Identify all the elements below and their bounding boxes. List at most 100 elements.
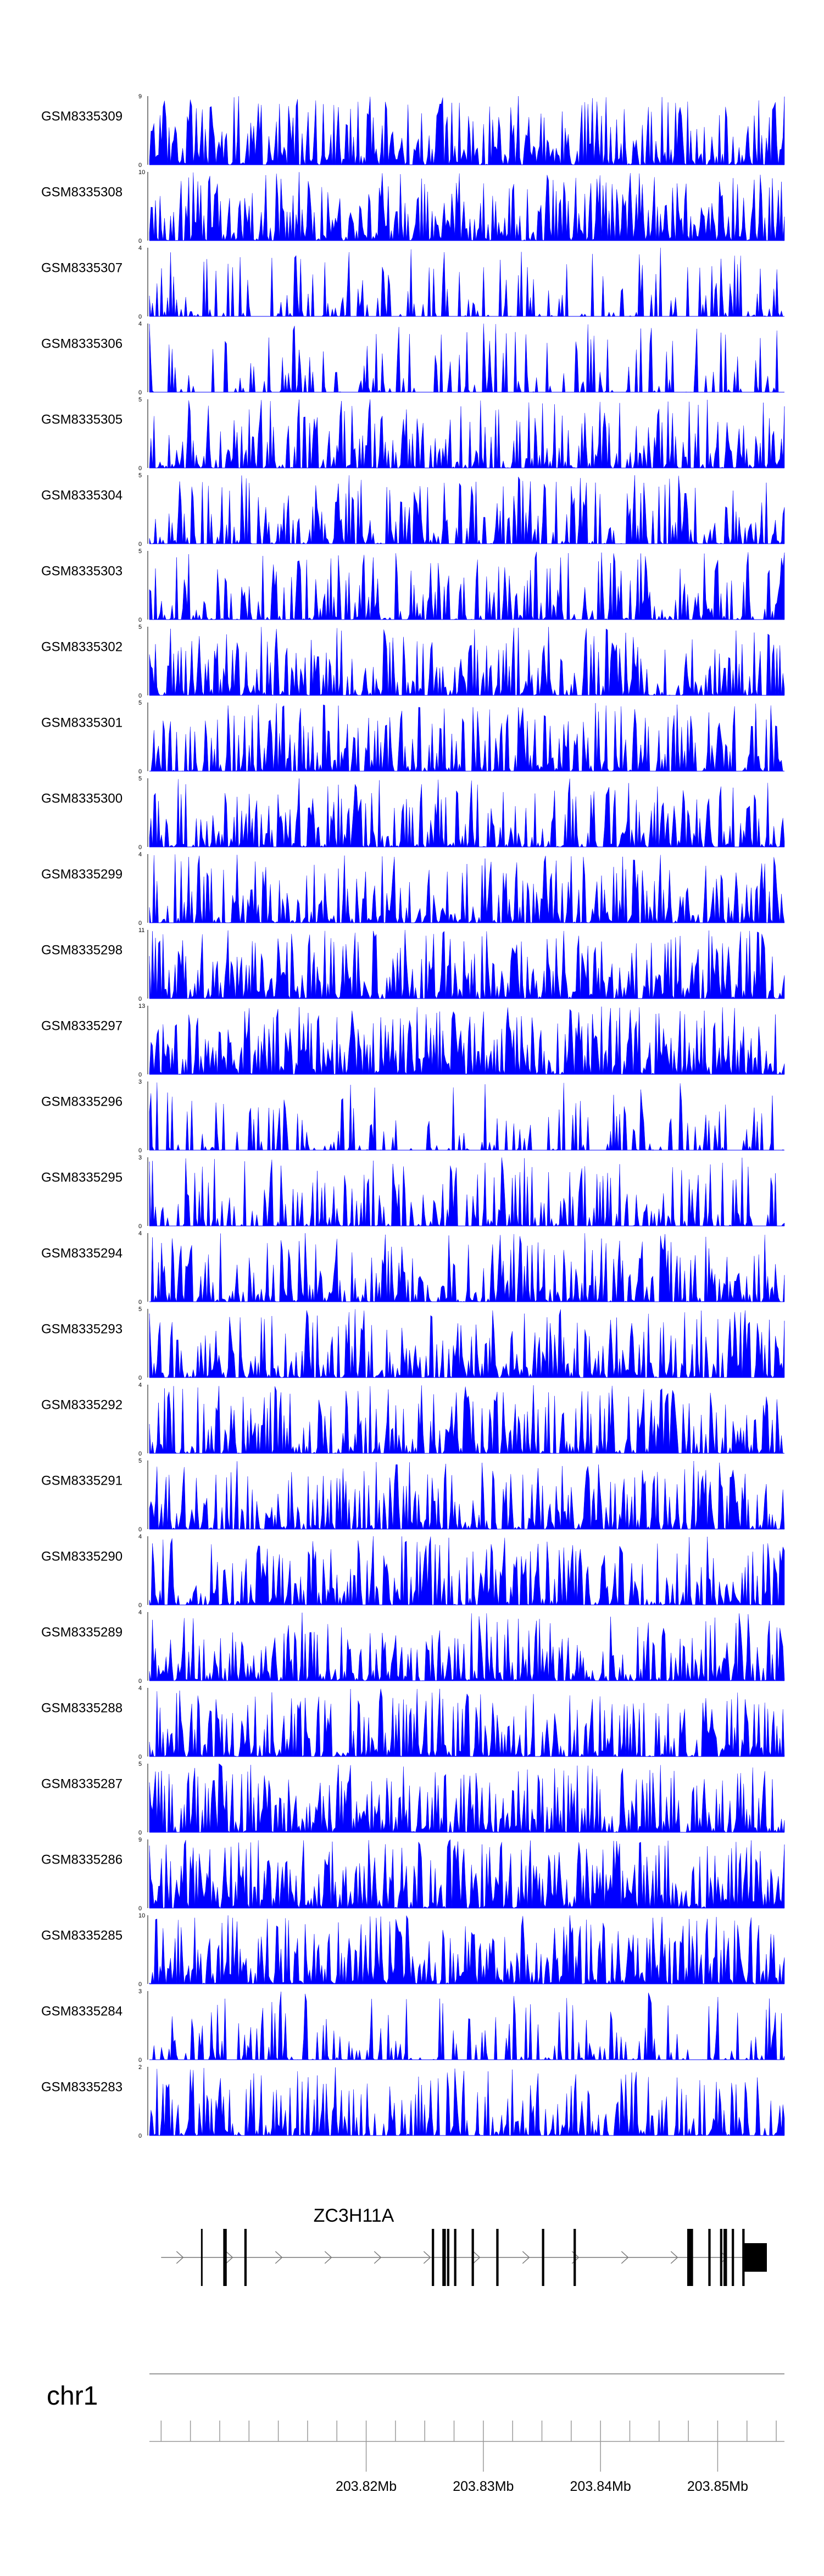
genome-axis: 203.82Mb 203.83Mb 203.84Mb 203.85Mb [149, 2421, 784, 2494]
track-label: GSM8335291 [41, 1474, 123, 1488]
gene-exon [224, 2229, 227, 2286]
track-ymax-label: 4 [138, 1382, 142, 1389]
track-label: GSM8335300 [41, 791, 123, 806]
track-ymax-label: 3 [138, 1988, 142, 1995]
track-GSM8335293: GSM8335293 5 0 [41, 1306, 785, 1381]
track-GSM8335307: GSM8335307 4 0 [41, 245, 784, 320]
track-GSM8335308: GSM8335308 10 0 [41, 169, 785, 244]
track-ymin-label: 0 [138, 617, 142, 623]
track-GSM8335295: GSM8335295 3 0 [41, 1155, 785, 1230]
track-ymax-label: 5 [138, 397, 142, 403]
track-ymin-label: 0 [138, 162, 142, 169]
gene-exon [223, 2229, 225, 2286]
gene-label: ZC3H11A [314, 2205, 394, 2226]
track-ymax-label: 5 [138, 1761, 142, 1767]
track-GSM8335299: GSM8335299 4 0 [41, 851, 785, 927]
coverage-area [149, 1082, 785, 1151]
track-label: GSM8335308 [41, 185, 123, 200]
coverage-area [149, 1385, 785, 1454]
coverage-area [149, 703, 784, 772]
track-label: GSM8335286 [41, 1853, 123, 1867]
track-GSM8335285: GSM8335285 10 0 [41, 1913, 785, 1988]
track-ymin-label: 0 [138, 1375, 142, 1381]
coverage-area [149, 399, 785, 469]
gene-exon [542, 2229, 544, 2286]
track-GSM8335291: GSM8335291 5 0 [41, 1458, 785, 1533]
axis-tick-label: 203.85Mb [687, 2479, 748, 2494]
strand-arrow [176, 2251, 184, 2264]
track-label: GSM8335306 [41, 337, 123, 352]
track-GSM8335292: GSM8335292 4 0 [41, 1382, 785, 1457]
strand-arrow [225, 2251, 233, 2264]
track-ymax-label: 3 [138, 1079, 142, 1085]
coverage-area [149, 1233, 785, 1302]
track-ymin-label: 0 [138, 768, 142, 775]
track-label: GSM8335307 [41, 261, 123, 276]
coverage-area [149, 1006, 785, 1075]
track-GSM8335283: GSM8335283 2 0 [41, 2064, 785, 2139]
axis-tick-label: 203.82Mb [336, 2479, 397, 2494]
gene-exon [742, 2229, 745, 2286]
track-label: GSM8335304 [41, 488, 123, 503]
coverage-area [149, 1915, 785, 1984]
track-ymax-label: 5 [138, 548, 142, 555]
track-label: GSM8335289 [41, 1625, 123, 1640]
track-ymax-label: 10 [138, 169, 145, 176]
track-label: GSM8335298 [41, 943, 123, 958]
track-GSM8335289: GSM8335289 4 0 [41, 1609, 785, 1685]
track-ymin-label: 0 [138, 1526, 142, 1533]
gene-exon [454, 2229, 456, 2286]
coverage-area [149, 172, 785, 241]
gene-track: ZC3H11A [161, 2205, 767, 2286]
axis-tick-label: 203.83Mb [453, 2479, 514, 2494]
coverage-area [149, 475, 785, 544]
coverage-area [149, 96, 785, 165]
strand-arrow [621, 2251, 629, 2264]
track-GSM8335305: GSM8335305 5 0 [41, 397, 785, 472]
track-GSM8335301: GSM8335301 5 0 [41, 700, 784, 775]
track-label: GSM8335283 [41, 2080, 123, 2095]
track-GSM8335303: GSM8335303 5 0 [41, 548, 785, 623]
track-GSM8335300: GSM8335300 5 0 [41, 776, 785, 851]
coverage-area [149, 324, 784, 393]
track-label: GSM8335297 [41, 1019, 123, 1034]
gene-exon [496, 2229, 499, 2286]
track-GSM8335296: GSM8335296 3 0 [41, 1079, 785, 1154]
gene-exon [574, 2229, 576, 2286]
strand-arrow [275, 2251, 283, 2264]
track-ymax-label: 4 [138, 321, 142, 327]
track-ymin-label: 0 [138, 1981, 142, 1988]
track-ymin-label: 0 [138, 844, 142, 851]
coverage-area [149, 1536, 785, 1605]
track-label: GSM8335305 [41, 412, 123, 427]
track-GSM8335294: GSM8335294 4 0 [41, 1230, 785, 1306]
track-ymax-label: 5 [138, 472, 142, 479]
track-ymin-label: 0 [138, 1678, 142, 1685]
coverage-area [149, 1460, 785, 1530]
track-ymax-label: 4 [138, 1685, 142, 1692]
coverage-area [149, 854, 785, 923]
coverage-area [149, 2067, 785, 2136]
track-ymax-label: 5 [138, 1306, 142, 1313]
strand-arrow [374, 2251, 382, 2264]
gene-exon [442, 2229, 446, 2286]
track-ymax-label: 13 [138, 1003, 145, 1010]
track-ymax-label: 2 [138, 2064, 142, 2071]
track-label: GSM8335294 [41, 1246, 123, 1261]
gene-exon [732, 2229, 734, 2286]
gene-exon [708, 2229, 711, 2286]
gene-exon [201, 2229, 203, 2286]
track-GSM8335297: GSM8335297 13 0 [41, 1003, 785, 1078]
gene-exon [244, 2229, 247, 2286]
strand-arrow [472, 2251, 481, 2264]
track-label: GSM8335288 [41, 1701, 123, 1716]
track-ymax-label: 5 [138, 1458, 142, 1464]
track-ymin-label: 0 [138, 465, 142, 472]
track-ymin-label: 0 [138, 1602, 142, 1609]
coverage-area [149, 1613, 785, 1681]
gene-exon [720, 2229, 722, 2286]
track-GSM8335288: GSM8335288 4 0 [41, 1685, 785, 1760]
track-ymin-label: 0 [138, 1754, 142, 1760]
track-GSM8335284: GSM8335284 3 0 [41, 1988, 785, 2064]
track-GSM8335287: GSM8335287 5 0 [41, 1761, 785, 1836]
